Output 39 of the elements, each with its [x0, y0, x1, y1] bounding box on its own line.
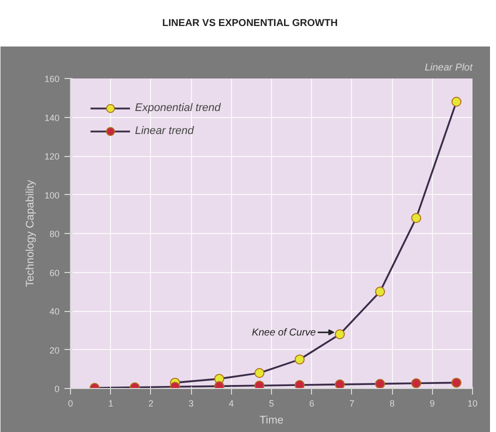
- x-tick-label: 9: [430, 398, 435, 408]
- point: [334, 329, 345, 340]
- point: [294, 354, 305, 364]
- point: [334, 379, 345, 388]
- y-tick-label: 120: [44, 152, 60, 162]
- x-tick-label: 7: [349, 398, 354, 408]
- x-tick-label: 1: [108, 398, 114, 408]
- x-tick-label: 8: [390, 398, 395, 408]
- y-tick-label: 160: [44, 74, 60, 84]
- x-tick-label: 6: [309, 398, 314, 408]
- point: [451, 96, 462, 107]
- point: [451, 378, 462, 388]
- chart-title: LINEAR VS EXPONENTIAL GROWTH: [162, 17, 338, 31]
- y-tick-label: 140: [44, 112, 60, 123]
- point: [254, 380, 264, 388]
- y-tick-label: 80: [49, 229, 60, 239]
- annotation: Knee of Curve: [252, 327, 316, 338]
- y-tick-label: 60: [49, 268, 60, 278]
- legend-label: Exponential trend: [135, 102, 221, 114]
- y-tick-label: 20: [49, 345, 60, 356]
- point: [411, 378, 422, 388]
- x-tick-label: 10: [467, 398, 478, 408]
- point: [375, 286, 386, 297]
- point: [375, 378, 386, 388]
- point: [254, 368, 264, 378]
- x-tick-label: 5: [268, 398, 274, 408]
- y-tick-label: 40: [49, 306, 60, 316]
- legend-label: Linear trend: [135, 125, 194, 137]
- x-axis-title: Time: [259, 414, 284, 426]
- y-axis-title: Technology Capability: [24, 179, 36, 288]
- x-tick-label: 4: [228, 398, 234, 408]
- point: [294, 380, 305, 388]
- text: Linear Plot: [424, 62, 474, 74]
- y-tick-label: 100: [44, 190, 60, 200]
- y-tick-label: 0: [54, 384, 60, 394]
- x-tick-label: 2: [148, 398, 154, 408]
- x-tick-label: 0: [68, 398, 74, 408]
- x-tick-label: 3: [188, 398, 194, 408]
- point: [411, 213, 422, 223]
